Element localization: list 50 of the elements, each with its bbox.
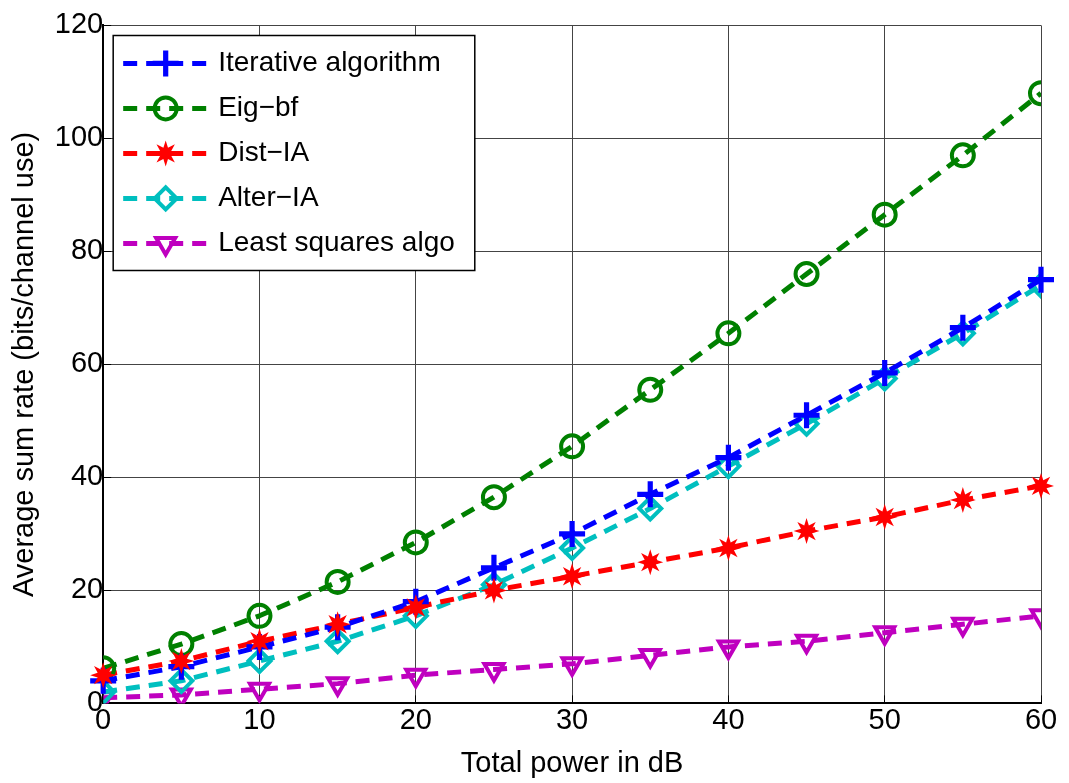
x-tick-label: 40 — [712, 702, 745, 735]
x-axis-title: Total power in dB — [460, 745, 684, 778]
legend-label: Eig−bf — [218, 91, 299, 123]
y-tick-label: 120 — [54, 7, 104, 40]
y-axis-title: Average sum rate (bits/channel use) — [7, 131, 40, 598]
point — [949, 487, 976, 513]
point — [871, 503, 898, 530]
point — [949, 314, 976, 341]
point — [1028, 472, 1054, 499]
point — [871, 201, 898, 228]
point — [637, 376, 664, 403]
point — [246, 602, 273, 629]
point — [324, 568, 351, 595]
x-tick-label: 20 — [399, 702, 432, 735]
legend-label: Dist−IA — [218, 136, 310, 168]
y-tick-label: 100 — [54, 120, 104, 153]
point — [559, 433, 586, 460]
x-tick-label: 60 — [1024, 702, 1058, 735]
point — [715, 444, 742, 471]
point — [559, 520, 586, 547]
point — [90, 662, 117, 689]
y-tick-label: 40 — [70, 459, 104, 492]
y-tick-label: 20 — [70, 572, 104, 605]
point — [793, 518, 820, 545]
point — [871, 359, 898, 386]
point — [246, 628, 273, 655]
point — [480, 577, 507, 604]
y-tick-label: 60 — [70, 346, 104, 379]
point — [402, 594, 429, 621]
point — [949, 142, 976, 169]
point — [559, 563, 586, 590]
point — [402, 529, 429, 556]
point — [637, 481, 664, 508]
point — [480, 484, 507, 511]
point — [168, 648, 195, 675]
legend-label: Iterative algorithm — [218, 46, 441, 78]
point — [793, 402, 820, 429]
point — [793, 261, 820, 287]
x-tick-label: 10 — [243, 702, 276, 735]
point — [715, 320, 742, 347]
x-tick-label: 30 — [555, 702, 589, 735]
point — [1028, 266, 1054, 293]
point — [637, 549, 664, 576]
legend-label: Least squares algo — [218, 226, 455, 258]
y-tick-label: 80 — [70, 233, 104, 266]
x-tick-label: 50 — [868, 702, 901, 735]
point — [168, 631, 195, 658]
legend-label: Alter−IA — [218, 181, 319, 213]
point — [715, 535, 742, 562]
point — [480, 554, 507, 581]
